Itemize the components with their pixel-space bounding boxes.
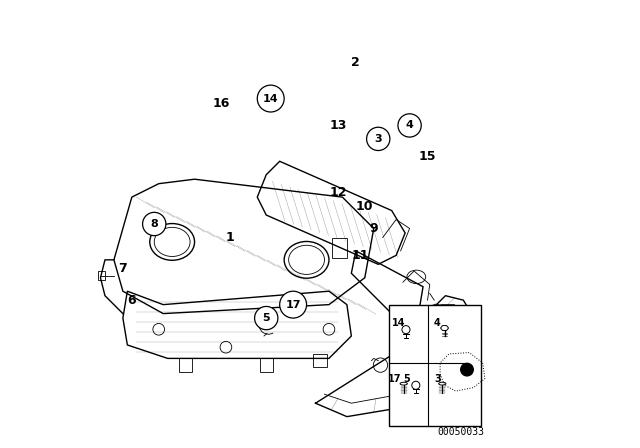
Bar xyxy=(389,305,481,426)
Text: 3: 3 xyxy=(374,134,382,144)
Circle shape xyxy=(257,85,284,112)
Text: 12: 12 xyxy=(329,186,347,199)
Text: 6: 6 xyxy=(127,293,136,307)
Text: 9: 9 xyxy=(369,222,378,235)
Circle shape xyxy=(461,363,473,376)
Text: 17: 17 xyxy=(285,300,301,310)
Text: 00050033: 00050033 xyxy=(438,427,484,437)
Text: 11: 11 xyxy=(351,249,369,262)
Text: 14: 14 xyxy=(392,318,406,328)
Text: 5: 5 xyxy=(404,374,410,384)
Bar xyxy=(98,271,104,280)
Text: 2: 2 xyxy=(351,56,360,69)
Text: 8: 8 xyxy=(150,219,158,229)
Circle shape xyxy=(255,306,278,330)
Text: 17: 17 xyxy=(388,374,401,384)
Text: 1: 1 xyxy=(226,231,235,244)
Circle shape xyxy=(367,127,390,151)
Text: 13: 13 xyxy=(329,119,347,132)
Text: 15: 15 xyxy=(419,150,436,164)
Bar xyxy=(332,238,347,258)
Text: 10: 10 xyxy=(356,199,374,213)
Bar xyxy=(179,358,192,372)
Text: 4: 4 xyxy=(434,318,441,328)
Circle shape xyxy=(398,114,421,137)
Text: 4: 4 xyxy=(406,121,413,130)
Text: 16: 16 xyxy=(212,96,230,110)
Text: 7: 7 xyxy=(118,262,127,276)
Circle shape xyxy=(280,291,307,318)
Text: 5: 5 xyxy=(262,313,270,323)
Circle shape xyxy=(143,212,166,236)
Text: 3: 3 xyxy=(434,374,441,384)
Text: 14: 14 xyxy=(263,94,278,103)
Bar xyxy=(260,358,273,372)
Bar xyxy=(314,354,326,367)
